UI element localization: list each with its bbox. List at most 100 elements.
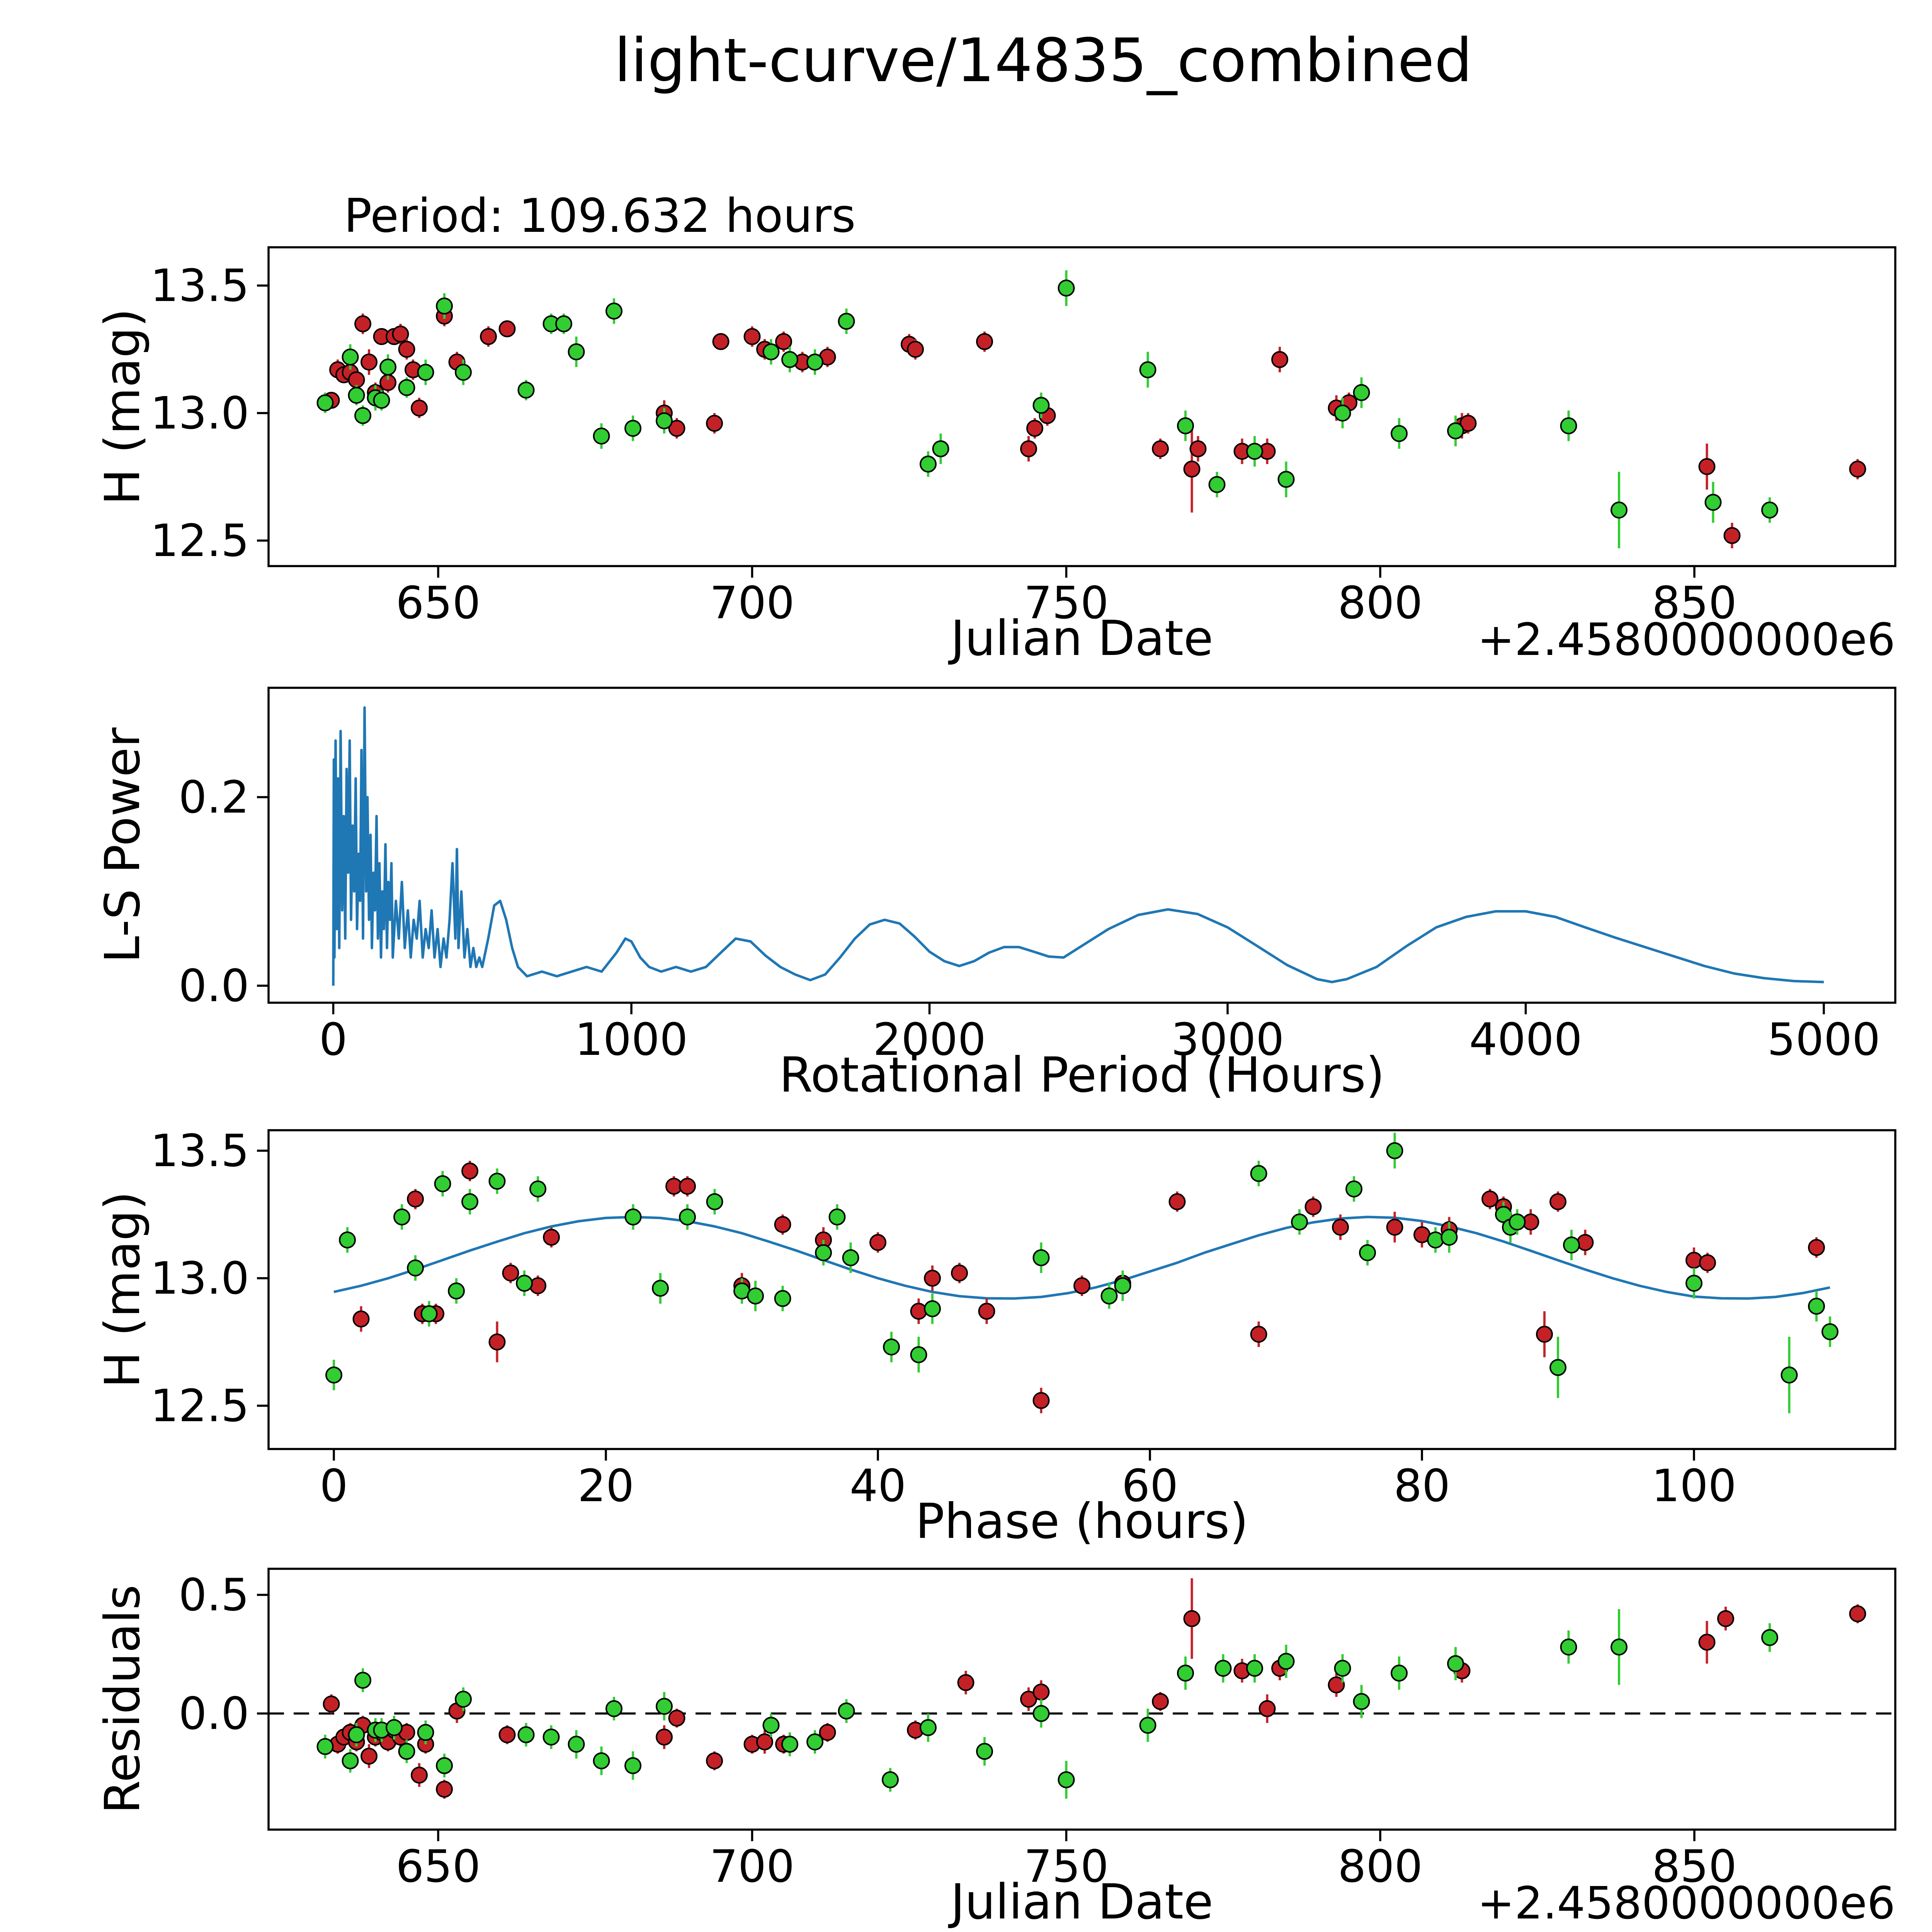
data-point xyxy=(655,1698,673,1715)
y-tick-label: 12.5 xyxy=(150,1380,249,1432)
data-point xyxy=(436,1757,453,1774)
data-point xyxy=(624,420,642,437)
panel1-period-title: Period: 109.632 hours xyxy=(344,189,856,243)
data-point xyxy=(1699,1254,1716,1271)
data-point xyxy=(316,394,334,412)
x-tick-label: 1000 xyxy=(575,1014,688,1066)
ls-power-line xyxy=(332,706,1824,986)
x-tick-label: 850 xyxy=(1652,1841,1737,1893)
data-point xyxy=(352,1310,370,1328)
y-tick-label: 0.0 xyxy=(179,960,249,1012)
data-point xyxy=(910,1303,927,1320)
data-point xyxy=(1781,1366,1798,1384)
data-point xyxy=(1698,458,1716,475)
data-point xyxy=(373,391,390,409)
data-point xyxy=(517,1726,535,1743)
data-point xyxy=(1560,417,1577,434)
data-point xyxy=(434,1175,451,1192)
data-point xyxy=(978,1303,995,1320)
series-red-filter xyxy=(352,1160,1825,1413)
data-point xyxy=(624,1208,642,1226)
data-point xyxy=(392,325,409,343)
y-tick-label: 13.5 xyxy=(150,260,249,312)
data-point xyxy=(361,1748,378,1765)
data-point xyxy=(420,1305,438,1322)
data-point xyxy=(781,1735,798,1753)
data-point xyxy=(1723,527,1741,544)
data-point xyxy=(568,343,585,361)
data-point xyxy=(316,1738,334,1755)
data-point xyxy=(762,343,780,361)
data-point xyxy=(1250,1165,1267,1182)
y-tick-label: 0.0 xyxy=(179,1688,249,1740)
data-point xyxy=(1032,1392,1050,1409)
x-tick-label: 700 xyxy=(710,577,795,629)
data-point xyxy=(593,1752,610,1770)
data-point xyxy=(1151,1693,1169,1710)
data-point xyxy=(498,1726,516,1743)
data-point xyxy=(1114,1277,1131,1294)
data-point xyxy=(342,349,359,366)
data-point xyxy=(593,427,610,445)
data-point xyxy=(386,1719,403,1736)
data-point xyxy=(1611,1638,1628,1656)
axes-frame xyxy=(267,687,1896,1004)
y-tick-label: 13.5 xyxy=(150,1125,249,1177)
data-point xyxy=(543,1728,560,1746)
data-point xyxy=(455,364,472,381)
x-tick-label: 5000 xyxy=(1767,1014,1881,1066)
data-point xyxy=(1246,1660,1264,1677)
y-tick-label: 13.0 xyxy=(150,388,249,439)
data-point xyxy=(1509,1213,1526,1231)
data-point xyxy=(1032,1683,1050,1701)
data-point xyxy=(1440,1229,1458,1246)
x-tick-label: 2000 xyxy=(873,1014,986,1066)
data-point xyxy=(706,415,723,432)
x-tick-label: 3000 xyxy=(1171,1014,1284,1066)
data-point xyxy=(1214,1660,1232,1677)
data-point xyxy=(679,1208,696,1226)
data-point xyxy=(354,315,372,333)
data-point xyxy=(517,381,535,399)
x-offset-label-bottom: +2.4580000000e6 xyxy=(1477,1878,1895,1929)
data-point xyxy=(461,1193,478,1210)
x-tick-label: 800 xyxy=(1338,1841,1423,1893)
data-point xyxy=(756,1733,773,1750)
data-point xyxy=(1427,1231,1444,1248)
y-tick-label: 12.5 xyxy=(150,515,249,567)
data-point xyxy=(515,1275,533,1292)
data-point xyxy=(1391,1665,1408,1682)
data-point xyxy=(1386,1142,1403,1159)
data-point xyxy=(919,455,937,473)
ylabel-ls-power: L-S Power xyxy=(95,727,151,963)
axes-frame xyxy=(267,246,1896,567)
data-point xyxy=(1246,443,1264,460)
x-tick-label: 0 xyxy=(320,1460,348,1512)
data-point xyxy=(398,379,415,396)
data-point xyxy=(1020,440,1037,457)
data-point xyxy=(838,1702,855,1719)
data-point xyxy=(655,1728,673,1746)
data-point xyxy=(743,328,761,345)
axes-frame xyxy=(267,1568,1896,1831)
data-point xyxy=(1177,417,1194,434)
data-point xyxy=(543,1229,560,1246)
ylabel-h-mag-top: H (mag) xyxy=(95,308,151,505)
data-point xyxy=(393,1208,410,1226)
data-point xyxy=(775,333,793,350)
data-point xyxy=(679,1178,696,1195)
data-point xyxy=(1328,1676,1345,1694)
data-point xyxy=(498,320,516,337)
series-green-filter xyxy=(316,270,1778,548)
data-point xyxy=(624,1757,642,1774)
data-point xyxy=(1808,1298,1825,1315)
x-offset-label-top: +2.4580000000e6 xyxy=(1477,614,1895,666)
data-point xyxy=(1849,461,1866,478)
data-point xyxy=(1391,425,1408,442)
data-point xyxy=(806,353,823,371)
xlabel-julian-date-top: Julian Date xyxy=(948,611,1213,667)
x-tick-label: 650 xyxy=(396,577,481,629)
data-point xyxy=(1073,1277,1090,1294)
data-point xyxy=(1271,351,1289,368)
data-point xyxy=(651,1279,669,1297)
